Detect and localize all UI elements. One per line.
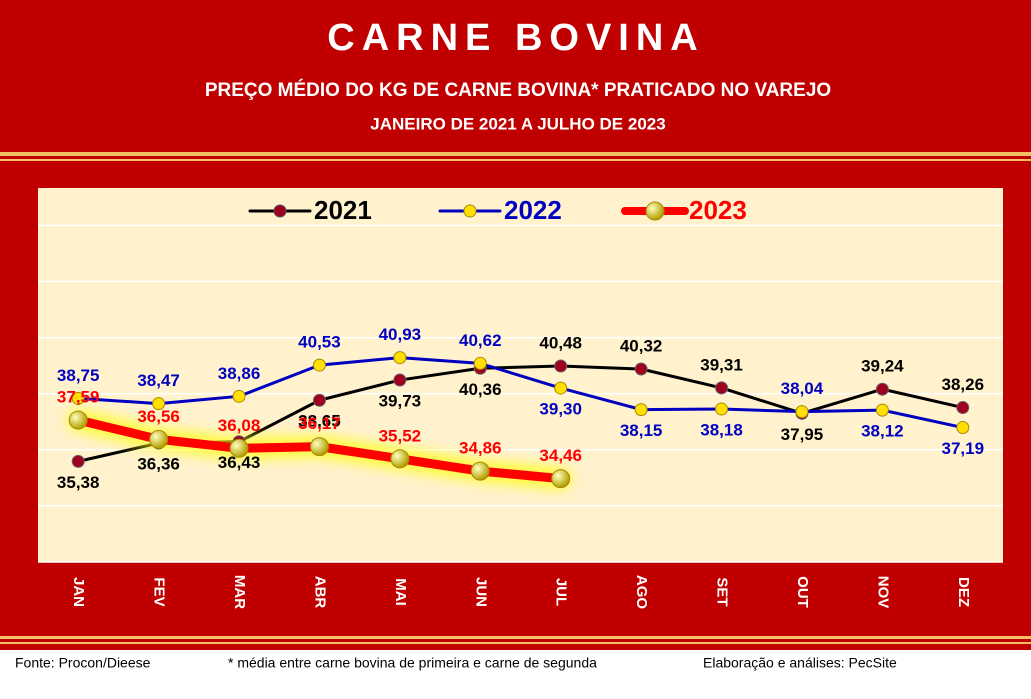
marker [68,410,88,430]
marker [875,382,889,396]
x-tick-label: FEV [151,577,168,606]
data-label: 34,46 [539,446,582,465]
marker [551,469,571,489]
marker [390,449,410,469]
data-label: 36,08 [218,416,261,435]
marker [473,356,487,370]
marker [470,461,490,481]
data-label: 38,86 [218,364,261,383]
legend-label: 2022 [504,195,562,225]
marker [715,402,729,416]
legend-marker [645,201,665,221]
data-label: 38,26 [942,375,985,394]
x-tick-label: SET [714,577,731,606]
x-tick-label: OUT [794,576,811,608]
subtitle: PREÇO MÉDIO DO KG DE CARNE BOVINA* PRATI… [205,79,831,101]
marker [393,351,407,365]
marker [956,421,970,435]
legend-label: 2021 [314,195,372,225]
marker [554,381,568,395]
data-label: 40,93 [379,325,422,344]
marker [152,397,166,411]
data-label: 36,43 [218,453,261,472]
x-tick-label: JUN [472,577,489,607]
x-tick-label: AGO [633,575,650,610]
stripe [0,152,1031,156]
period: JANEIRO DE 2021 A JULHO DE 2023 [370,114,665,133]
data-label: 38,47 [137,371,180,390]
data-label: 34,86 [459,439,502,458]
data-label: 37,19 [942,439,985,458]
marker [634,362,648,376]
data-label: 40,48 [539,334,582,353]
data-label: 40,36 [459,380,502,399]
data-label: 38,15 [620,421,663,440]
data-label: 39,31 [700,355,743,374]
data-label: 36,36 [137,455,180,474]
x-tick-label: ABR [311,576,328,609]
data-label: 38,12 [861,422,904,441]
x-tick-label: NOV [874,576,891,609]
x-tick-label: MAR [231,575,248,609]
data-label: 40,53 [298,333,341,352]
data-label: 36,17 [298,414,341,433]
marker [634,403,648,417]
marker [393,373,407,387]
note: Fonte: Procon/Dieese [15,655,151,671]
marker [71,391,85,405]
note: Elaboração e análises: PecSite [703,655,897,671]
x-tick-label: JAN [70,577,87,607]
stripe [0,642,1031,644]
marker [71,454,85,468]
series-line [76,356,965,430]
marker [229,438,249,458]
data-label: 38,04 [781,379,824,398]
marker [232,389,246,403]
chart-title: CARNE BOVINA [327,17,704,59]
marker [309,437,329,457]
data-label: 40,62 [459,331,502,350]
marker [956,401,970,415]
data-label: 38,65 [298,412,341,431]
data-label: 39,24 [861,357,904,376]
marker [312,393,326,407]
marker [875,403,889,417]
legend-marker [463,204,477,218]
data-label: 37,59 [57,388,100,407]
data-label: 35,38 [57,473,100,492]
note: * média entre carne bovina de primeira e… [228,655,597,671]
data-label: 39,73 [379,392,422,411]
marker [554,359,568,373]
x-tick-label: JUL [553,578,570,606]
data-label: 38,75 [57,366,100,385]
marker [715,381,729,395]
data-label: 40,32 [620,337,663,356]
marker [312,358,326,372]
stripe [0,159,1031,161]
data-label: 35,52 [379,426,422,445]
x-tick-label: DEZ [955,577,972,607]
legend-label: 2023 [689,195,747,225]
data-label: 37,95 [781,425,824,444]
x-tick-label: MAI [392,578,409,606]
marker [795,405,809,419]
data-label: 39,30 [539,400,582,419]
data-label: 38,18 [700,421,743,440]
data-label: 36,56 [137,407,180,426]
legend-marker [273,204,287,218]
stripe [0,636,1031,639]
marker [149,429,169,449]
